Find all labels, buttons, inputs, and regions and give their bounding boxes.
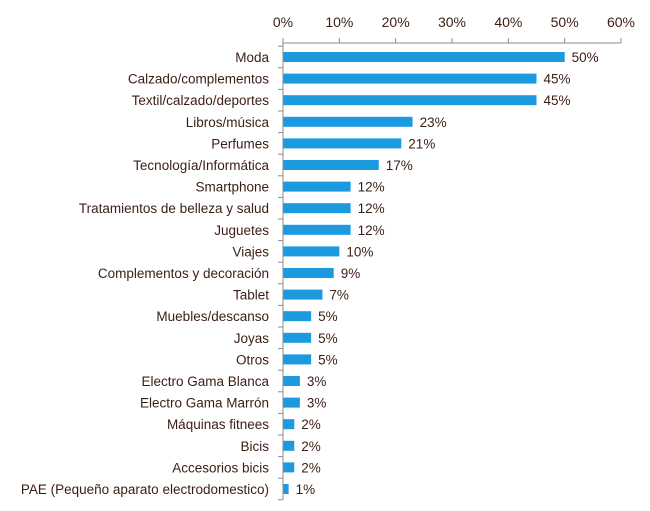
category-label: Juguetes bbox=[214, 223, 269, 238]
category-label: Calzado/complementos bbox=[128, 72, 269, 87]
data-label: 3% bbox=[307, 396, 327, 411]
bar bbox=[284, 484, 289, 494]
bar bbox=[284, 138, 402, 148]
data-label: 12% bbox=[358, 180, 385, 195]
bar bbox=[284, 95, 537, 105]
bar bbox=[284, 354, 312, 364]
data-label: 5% bbox=[318, 331, 338, 346]
data-label: 45% bbox=[544, 72, 571, 87]
bar bbox=[284, 52, 565, 62]
bar bbox=[284, 203, 351, 213]
data-label: 2% bbox=[301, 417, 321, 432]
category-label: Muebles/descanso bbox=[156, 309, 269, 324]
bar bbox=[284, 311, 312, 321]
bar bbox=[284, 462, 295, 472]
category-label: Libros/música bbox=[186, 115, 270, 130]
data-label: 17% bbox=[386, 158, 413, 173]
category-label: Tecnología/Informática bbox=[133, 158, 269, 173]
bar bbox=[284, 268, 334, 278]
data-label: 1% bbox=[296, 482, 316, 497]
bar bbox=[284, 441, 295, 451]
bar bbox=[284, 74, 537, 84]
category-label: Otros bbox=[236, 352, 269, 367]
data-label: 5% bbox=[318, 309, 338, 324]
data-label: 45% bbox=[544, 93, 571, 108]
data-label: 23% bbox=[420, 115, 447, 130]
data-label: 12% bbox=[358, 201, 385, 216]
category-label: Viajes bbox=[232, 244, 269, 259]
x-tick-label: 20% bbox=[382, 14, 410, 30]
x-tick-label: 30% bbox=[438, 14, 466, 30]
data-label: 2% bbox=[301, 460, 321, 475]
category-label: Bicis bbox=[240, 439, 269, 454]
data-label: 2% bbox=[301, 439, 321, 454]
category-label: Tablet bbox=[233, 288, 269, 303]
data-label: 10% bbox=[346, 244, 373, 259]
category-label: PAE (Pequeño aparato electrodomestico) bbox=[21, 482, 269, 497]
data-label: 3% bbox=[307, 374, 327, 389]
category-label: Textil/calzado/deportes bbox=[132, 93, 270, 108]
x-axis: 0% 10% 20% 30% 40% 50% 60% bbox=[273, 14, 635, 500]
bar bbox=[284, 398, 300, 408]
x-tick-label: 50% bbox=[551, 14, 579, 30]
bar bbox=[284, 117, 413, 127]
x-tick-label: 60% bbox=[607, 14, 635, 30]
data-label: 7% bbox=[329, 288, 349, 303]
category-label: Electro Gama Blanca bbox=[141, 374, 269, 389]
bar bbox=[284, 225, 351, 235]
x-tick-label: 40% bbox=[494, 14, 522, 30]
data-label: 12% bbox=[358, 223, 385, 238]
bar bbox=[284, 333, 312, 343]
category-label: Máquinas fitnees bbox=[167, 417, 269, 432]
bar bbox=[284, 419, 295, 429]
data-label: 9% bbox=[341, 266, 361, 281]
bar bbox=[284, 290, 323, 300]
x-tick-label: 10% bbox=[325, 14, 353, 30]
category-label: Moda bbox=[235, 50, 269, 65]
category-label: Complementos y decoración bbox=[98, 266, 269, 281]
data-label: 50% bbox=[572, 50, 599, 65]
category-label: Perfumes bbox=[211, 136, 269, 151]
category-label: Electro Gama Marrón bbox=[140, 396, 269, 411]
category-label: Smartphone bbox=[195, 180, 269, 195]
data-label: 5% bbox=[318, 352, 338, 367]
bar bbox=[284, 182, 351, 192]
bar bbox=[284, 246, 340, 256]
x-tick-label: 0% bbox=[273, 14, 293, 30]
bar bbox=[284, 376, 300, 386]
category-label: Tratamientos de belleza y salud bbox=[79, 201, 269, 216]
bar bbox=[284, 160, 379, 170]
data-label: 21% bbox=[408, 136, 435, 151]
category-label: Accesorios bicis bbox=[172, 460, 269, 475]
category-label: Joyas bbox=[234, 331, 270, 346]
